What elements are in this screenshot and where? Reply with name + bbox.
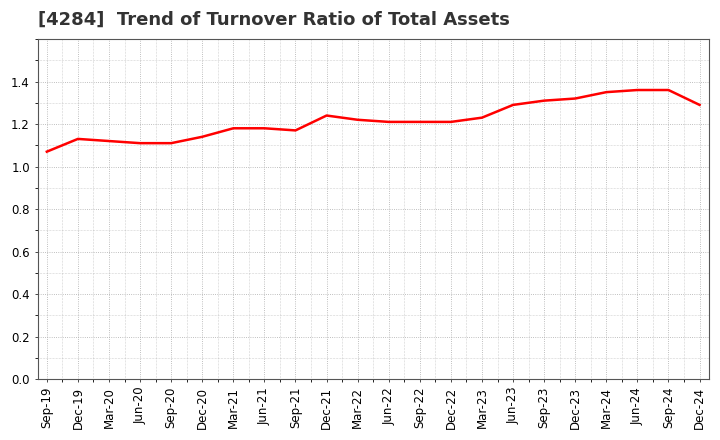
Text: [4284]  Trend of Turnover Ratio of Total Assets: [4284] Trend of Turnover Ratio of Total … — [37, 11, 509, 29]
